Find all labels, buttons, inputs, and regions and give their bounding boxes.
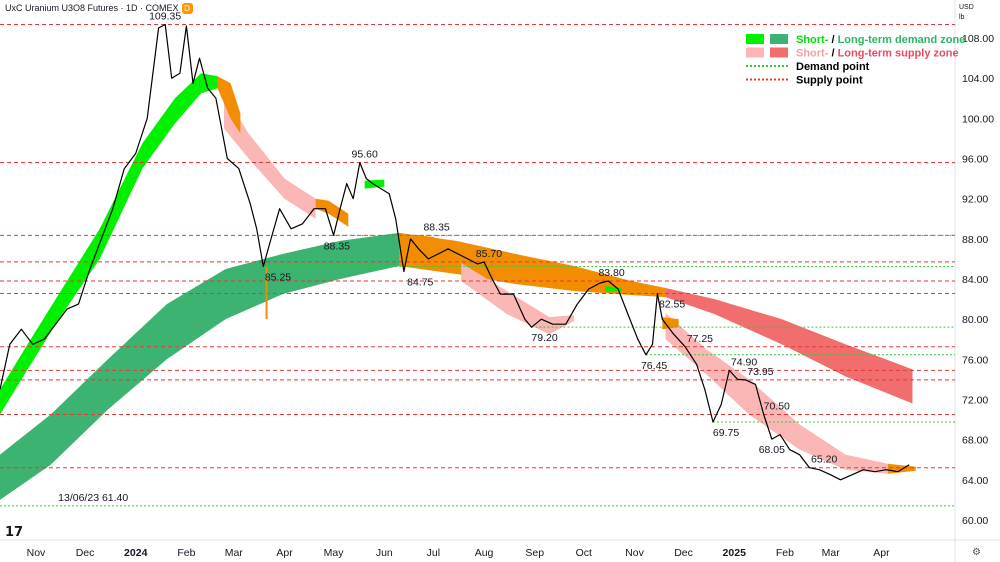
interval-badge[interactable]: D (181, 3, 193, 15)
price-annotation: 95.60 (352, 149, 378, 161)
short-term-transition-zone (217, 76, 241, 134)
x-tick-label: 2024 (124, 547, 148, 559)
y-tick-label: 96.00 (962, 154, 988, 166)
tradingview-logo[interactable]: 17 (5, 525, 24, 540)
price-annotation: 83.80 (598, 267, 624, 279)
x-tick-label: May (324, 547, 345, 559)
price-annotation: 73.95 (747, 366, 773, 378)
legend-swatch-long (770, 34, 788, 44)
price-annotation: 76.45 (641, 360, 667, 372)
x-tick-label: Dec (674, 547, 693, 559)
y-tick-label: 92.00 (962, 194, 988, 206)
x-tick-label: Sep (525, 547, 544, 559)
legend-swatch-long (770, 47, 788, 58)
x-tick-label: Dec (76, 547, 95, 559)
x-tick-label: Jun (376, 547, 393, 559)
x-tick-label: Mar (822, 547, 841, 559)
x-tick-label: Apr (276, 547, 293, 559)
y-tick-label: 84.00 (962, 274, 988, 286)
y-tick-label: 108.00 (962, 33, 994, 45)
long-term-supply-zone (665, 288, 913, 404)
short-term-demand-zone (605, 286, 622, 293)
price-line (0, 23, 910, 481)
price-annotation: 74.90 (731, 356, 757, 368)
price-annotation: 85.25 (265, 271, 291, 283)
price-annotation: 82.55 (659, 299, 685, 311)
price-annotation: 85.70 (476, 248, 502, 260)
legend-label: Supply point (796, 75, 863, 87)
unit-label: lb (959, 14, 965, 21)
chart-title: UxC Uranium U3O8 Futures · 1D · COMEX D (5, 3, 193, 15)
price-annotation: 84.75 (407, 276, 433, 288)
short-term-supply-zone (461, 262, 574, 335)
short-term-supply-zone (224, 93, 316, 219)
x-tick-label: Jul (427, 547, 440, 559)
y-tick-label: 104.00 (962, 73, 994, 85)
currency-unit[interactable]: USD lb (959, 3, 974, 23)
gear-icon[interactable]: ⚙ (972, 547, 981, 558)
x-tick-label: Feb (177, 547, 195, 559)
short-term-transition-zone (662, 317, 679, 330)
y-tick-label: 60.00 (962, 515, 988, 527)
legend-label: Demand point (796, 61, 870, 73)
price-annotation: 70.50 (764, 401, 790, 413)
legend-label: Short- / Long-term supply zone (796, 48, 959, 60)
x-tick-label: Apr (873, 547, 890, 559)
y-tick-label: 100.00 (962, 113, 994, 125)
price-annotation: 77.25 (687, 333, 713, 345)
legend-swatch-short (746, 47, 764, 58)
y-tick-label: 68.00 (962, 435, 988, 447)
price-annotation: 68.05 (759, 444, 785, 456)
currency-label: USD (959, 4, 974, 11)
price-annotation: 79.20 (531, 332, 557, 344)
short-term-transition-zone (315, 198, 349, 227)
x-tick-label: Nov (625, 547, 644, 559)
legend-label: Short- / Long-term demand zone (796, 34, 965, 46)
legend-swatch-short (746, 34, 764, 44)
price-annotation: 88.35 (324, 240, 350, 252)
chart-title-text: UxC Uranium U3O8 Futures · 1D · COMEX (5, 3, 179, 13)
x-tick-label: Nov (27, 547, 46, 559)
x-tick-label: Aug (475, 547, 494, 559)
long-term-demand-zone (0, 232, 400, 500)
x-tick-label: 2025 (723, 547, 747, 559)
x-tick-label: Oct (576, 547, 592, 559)
y-tick-label: 88.00 (962, 234, 988, 246)
y-tick-label: 64.00 (962, 475, 988, 487)
x-tick-label: Mar (225, 547, 244, 559)
price-annotation: 13/06/23 61.40 (58, 492, 128, 504)
price-annotation: 88.35 (423, 221, 449, 233)
x-tick-label: Feb (776, 547, 794, 559)
y-tick-label: 80.00 (962, 314, 988, 326)
y-tick-label: 72.00 (962, 394, 988, 406)
y-tick-label: 76.00 (962, 354, 988, 366)
price-annotation: 65.20 (811, 454, 837, 466)
price-annotation: 109.35 (149, 11, 181, 23)
price-annotation: 69.75 (713, 427, 739, 439)
